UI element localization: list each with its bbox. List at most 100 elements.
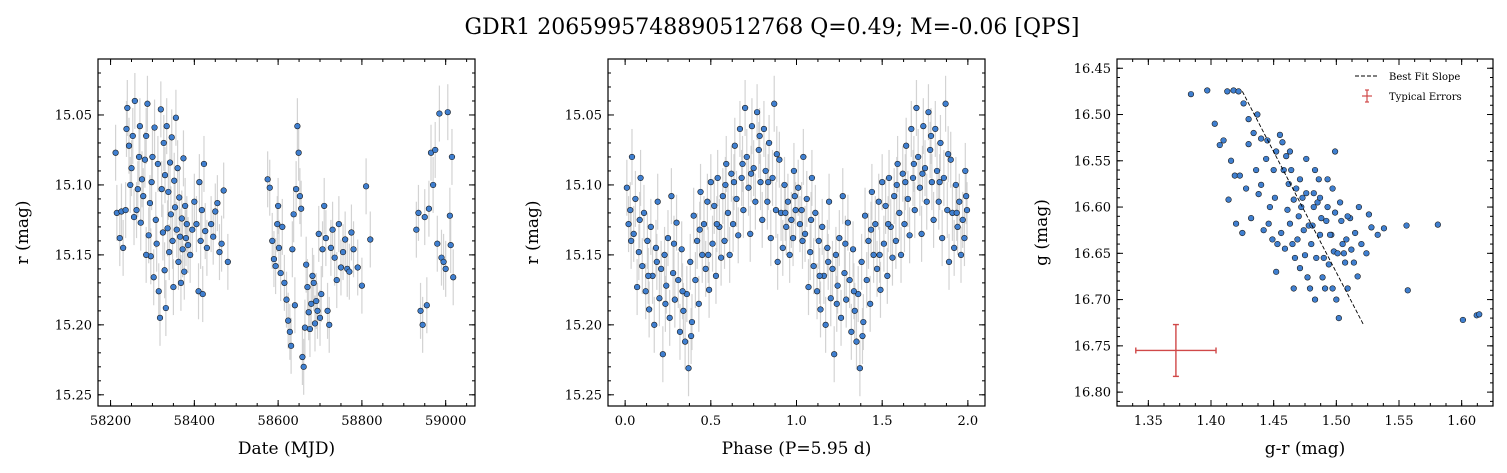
- lightcurve-data-point: [137, 219, 144, 226]
- cmd-data-point: [1216, 141, 1223, 149]
- lightcurve-x-tick-label: 58200: [90, 414, 131, 429]
- cmd-data-point: [1269, 236, 1276, 243]
- phased-data-point: [833, 300, 840, 307]
- lightcurve-data-point: [151, 124, 158, 131]
- phased-data-point: [860, 318, 867, 326]
- cmd-data-point: [1255, 190, 1262, 198]
- lightcurve-data-point: [129, 132, 136, 140]
- lightcurve-data-point: [173, 226, 180, 233]
- phased-data-point: [786, 251, 793, 258]
- lightcurve-data-point: [333, 276, 340, 284]
- phased-data-point: [937, 139, 944, 147]
- lightcurve-data-point: [295, 149, 302, 156]
- phased-data-point: [730, 179, 738, 186]
- phased-data-point: [745, 184, 752, 191]
- lightcurve-data-point: [166, 248, 173, 256]
- cmd-y-tick-label: 16.75: [1074, 339, 1111, 354]
- lightcurve-data-point: [112, 149, 119, 156]
- lightcurve-data-point: [196, 179, 203, 186]
- phased-data-point: [704, 198, 711, 205]
- phased-data-point: [863, 276, 870, 284]
- cmd-data-point: [1311, 166, 1319, 174]
- lightcurve-x-tick-label: 58400: [174, 414, 215, 429]
- cmd-data-point: [1253, 166, 1260, 174]
- phased-data-point: [940, 174, 947, 182]
- lightcurve-data-point: [305, 309, 312, 316]
- phased-data-point: [916, 184, 923, 191]
- phased-data-point: [859, 332, 866, 340]
- lightcurve-y-axis-label: r (mag): [13, 201, 33, 265]
- lightcurve-data-point: [124, 104, 131, 112]
- phased-data-point: [623, 184, 630, 191]
- cmd-data-point: [1365, 211, 1373, 218]
- lightcurve-data-point: [354, 264, 361, 271]
- phased-panel: 0.0 0.5 1.0 1.5 2.0 15.05 15.10 15.15 15.20 15.25…: [523, 58, 986, 459]
- cmd-data-point: [1308, 240, 1315, 248]
- phased-data-point: [861, 212, 869, 219]
- phased-data-point: [911, 207, 918, 214]
- phased-data-point: [892, 237, 899, 244]
- lightcurve-data-point: [346, 268, 353, 275]
- phased-data-point: [675, 276, 682, 284]
- lightcurve-x-tick-label: 59000: [425, 414, 466, 429]
- lightcurve-data-point: [187, 251, 194, 258]
- legend-fit-label: Best Fit Slope: [1389, 72, 1460, 83]
- cmd-data-point: [1310, 203, 1317, 211]
- phased-data-point: [865, 237, 872, 244]
- phased-data-point: [685, 365, 692, 372]
- lightcurve-data-point: [214, 200, 221, 207]
- phased-data-point: [736, 125, 744, 133]
- lightcurve-data-point: [143, 132, 150, 140]
- cmd-y-axis-label: g (mag): [1032, 199, 1052, 266]
- phased-data-point: [658, 265, 665, 272]
- phased-data-point: [656, 295, 663, 302]
- phased-data-point: [932, 125, 939, 133]
- phased-data-point: [783, 223, 790, 231]
- legend-error-label: Typical Errors: [1389, 92, 1462, 103]
- phased-data-point: [834, 282, 841, 289]
- cmd-data-point: [1325, 261, 1332, 268]
- phased-data-point: [707, 179, 714, 186]
- lightcurve-data-point: [436, 110, 443, 117]
- lightcurve-data-point: [130, 214, 138, 221]
- phased-data-point: [909, 174, 917, 182]
- phased-data-point: [889, 254, 896, 261]
- lightcurve-data-point: [158, 186, 165, 193]
- phased-data-point: [719, 193, 726, 200]
- lightcurve-data-point: [289, 246, 296, 253]
- cmd-data-point: [1339, 240, 1346, 248]
- cmd-data-point: [1258, 135, 1265, 142]
- phased-data-point: [782, 209, 789, 217]
- cmd-data-point: [1329, 285, 1336, 292]
- lightcurve-data-point: [127, 181, 134, 189]
- cmd-data-point: [1284, 206, 1291, 213]
- cmd-data-point: [1314, 199, 1321, 206]
- cmd-data-point: [1227, 157, 1235, 164]
- phased-data-point: [632, 195, 639, 203]
- phased-data-point: [839, 193, 846, 200]
- phased-data-point: [680, 307, 687, 314]
- cmd-data-point: [1289, 240, 1296, 248]
- lightcurve-data-point: [327, 244, 335, 251]
- phased-data-point: [636, 216, 643, 224]
- lightcurve-data-point: [310, 279, 317, 286]
- cmd-data-point: [1316, 231, 1324, 238]
- lightcurve-data-point: [171, 177, 178, 184]
- cmd-data-point: [1342, 259, 1349, 266]
- lightcurve-data-point: [277, 269, 284, 277]
- phased-data-point: [956, 198, 963, 205]
- phased-data-point: [784, 198, 792, 205]
- lightcurve-data-point: [165, 188, 172, 196]
- phased-data-point: [875, 198, 882, 205]
- lightcurve-data-point: [301, 324, 309, 331]
- phased-data-point: [880, 240, 887, 247]
- lightcurve-data-point: [155, 288, 162, 295]
- cmd-data-point: [1293, 185, 1300, 192]
- phased-data-point: [773, 151, 780, 158]
- lightcurve-y-tick-label: 15.05: [55, 108, 92, 123]
- phased-data-point: [670, 240, 678, 247]
- lightcurve-y-tick-label: 15.15: [55, 248, 92, 263]
- lightcurve-data-point: [191, 198, 198, 205]
- lightcurve-data-point: [316, 314, 324, 321]
- lightcurve-data-point: [169, 237, 176, 244]
